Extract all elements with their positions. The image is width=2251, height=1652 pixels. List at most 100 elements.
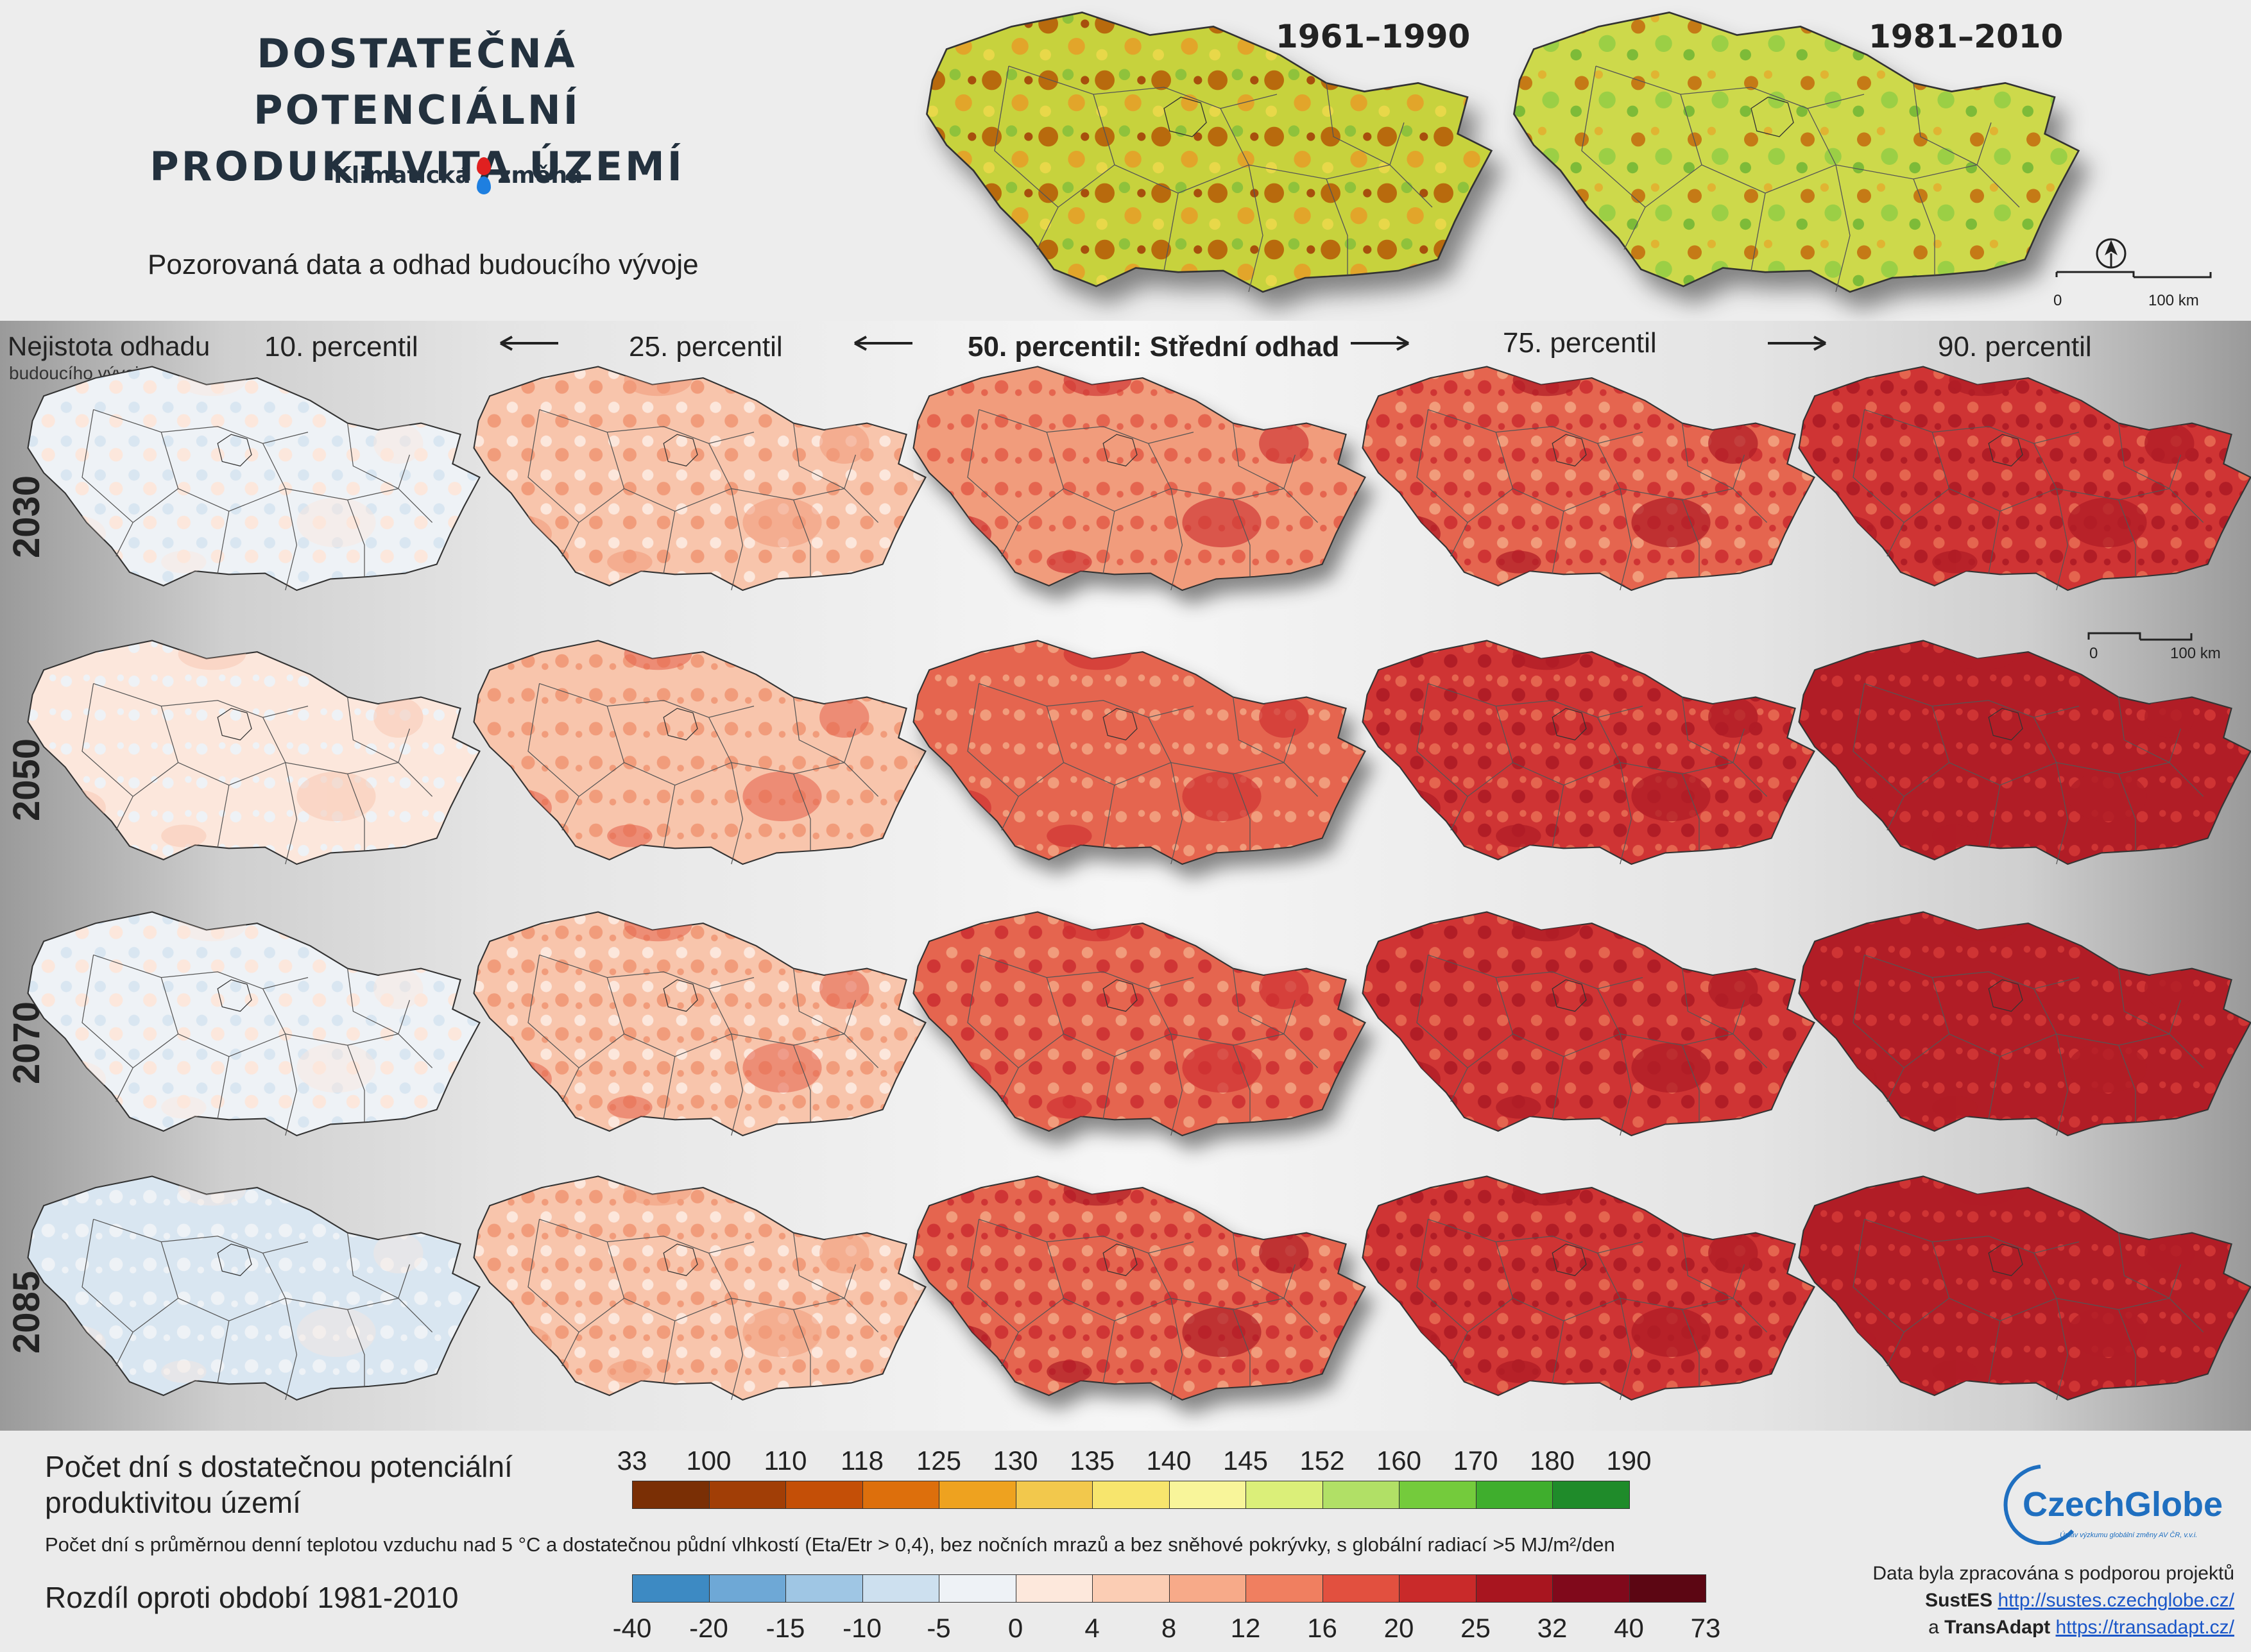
legend-absolute-tick: 145 xyxy=(1222,1445,1269,1476)
credits-and: a xyxy=(1928,1617,1939,1638)
legend-diff-tick: 32 xyxy=(1537,1613,1568,1643)
legend-absolute-swatch xyxy=(1399,1481,1476,1509)
legend-absolute-tick: 100 xyxy=(686,1445,732,1476)
czechglobe-logo: CzechGlobe Ústav výzkumu globální změny … xyxy=(1996,1455,2239,1548)
legend-absolute-tick: 135 xyxy=(1069,1445,1115,1476)
projection-map-2050-5 xyxy=(1798,640,2251,865)
arrow-left-icon xyxy=(500,336,558,351)
legend-absolute-swatch xyxy=(1552,1481,1630,1509)
method-note: Počet dní s průměrnou denní teplotou vzd… xyxy=(45,1533,1615,1556)
legend-absolute-tick: 190 xyxy=(1606,1445,1652,1476)
projection-map-2030-1 xyxy=(27,366,481,592)
legend-absolute-swatch xyxy=(1092,1481,1170,1509)
projection-map-2070-5 xyxy=(1798,911,2251,1137)
legend-diff-swatch xyxy=(1552,1574,1630,1603)
logo-tagline: Ústav výzkumu globální změny AV ČR, v.v.… xyxy=(2060,1531,2197,1539)
scale-100km-small: 100 km xyxy=(2170,645,2221,662)
legend-area xyxy=(0,1431,2251,1652)
legend-diff-swatch xyxy=(785,1574,863,1603)
legend-diff-tick: 4 xyxy=(1084,1613,1100,1643)
legend-diff-tick: 40 xyxy=(1614,1613,1644,1643)
arrow-left-icon xyxy=(854,336,912,351)
legend-absolute-swatch xyxy=(1322,1481,1399,1509)
col-header-p50: 50. percentil: Střední odhad xyxy=(968,331,1340,362)
link-transadapt[interactable]: https://transadapt.cz/ xyxy=(2055,1617,2234,1638)
map-observed-1961-1990 xyxy=(926,12,1493,293)
legend-absolute-tick: 130 xyxy=(993,1445,1038,1476)
projection-map-2030-5 xyxy=(1798,366,2251,592)
projection-map-2030-2 xyxy=(473,366,927,592)
main-title: DOSTATEČNÁ POTENCIÁLNÍ PRODUKTIVITA ÚZEM… xyxy=(150,30,685,190)
legend-absolute-swatch xyxy=(1245,1481,1323,1509)
north-arrow-scale xyxy=(2055,238,2212,278)
col-header-p90: 90. percentil xyxy=(1938,331,2092,362)
legend-diff-swatch xyxy=(632,1574,710,1603)
projection-map-2085-4 xyxy=(1362,1175,1815,1401)
scale-zero-small: 0 xyxy=(2089,645,2098,662)
period-label-1: 1961–1990 xyxy=(1276,18,1471,55)
legend-absolute-tick: 110 xyxy=(764,1445,807,1476)
link-sustes[interactable]: http://sustes.czechglobe.cz/ xyxy=(1998,1590,2234,1611)
legend-diff-swatch xyxy=(1245,1574,1323,1603)
legend-absolute-tick: 152 xyxy=(1299,1445,1345,1476)
legend-diff-tick: 20 xyxy=(1383,1613,1414,1643)
legend-absolute-tick: 118 xyxy=(841,1445,884,1476)
legend-absolute-swatch xyxy=(939,1481,1016,1509)
legend-diff-title: Rozdíl oproti období 1981-2010 xyxy=(45,1581,459,1614)
legend-diff-swatch xyxy=(939,1574,1016,1603)
projection-map-2070-4 xyxy=(1362,911,1815,1137)
projection-map-2030-3 xyxy=(912,366,1366,592)
drops-icon xyxy=(475,157,494,196)
scale-100km: 100 km xyxy=(2148,292,2199,309)
projection-map-2050-3 xyxy=(912,640,1366,865)
legend-diff-tick: 73 xyxy=(1690,1613,1721,1643)
projection-map-2085-2 xyxy=(473,1175,927,1401)
col-header-p10: 10. percentil xyxy=(264,331,418,362)
project-transadapt: TransAdapt xyxy=(1944,1617,2051,1638)
projection-map-2070-3 xyxy=(912,911,1366,1137)
projection-map-2070-2 xyxy=(473,911,927,1137)
legend-absolute-swatch xyxy=(1015,1481,1093,1509)
legend-absolute-tick: 125 xyxy=(916,1445,962,1476)
projection-map-2050-1 xyxy=(27,640,481,865)
brand-left: Klimatická xyxy=(334,162,471,189)
col-header-p25: 25. percentil xyxy=(629,331,783,362)
legend-absolute-tick: 140 xyxy=(1146,1445,1192,1476)
brand-klimaticka-zmena: Klimatická změna xyxy=(334,157,583,196)
col-header-p75: 75. percentil xyxy=(1503,327,1657,359)
legend-absolute-tick: 160 xyxy=(1376,1445,1422,1476)
legend-diff-swatch xyxy=(1092,1574,1170,1603)
projection-map-2085-3 xyxy=(912,1175,1366,1401)
legend-diff-tick: -5 xyxy=(927,1613,951,1643)
brand-right: změna xyxy=(497,162,583,189)
legend-absolute-title: Počet dní s dostatečnou potenciální prod… xyxy=(45,1450,513,1519)
legend-diff-swatch xyxy=(1168,1574,1246,1603)
legend-absolute-tick: 33 xyxy=(617,1445,647,1476)
legend-diff-swatch xyxy=(1399,1574,1476,1603)
legend-diff-tick: 0 xyxy=(1007,1613,1023,1643)
legend-absolute-tick: 180 xyxy=(1529,1445,1575,1476)
projection-map-2085-1 xyxy=(27,1175,481,1401)
legend-absolute-swatch xyxy=(1475,1481,1553,1509)
legend-diff-swatch xyxy=(1015,1574,1093,1603)
project-sustes: SustES xyxy=(1925,1590,1993,1611)
legend-absolute-swatch xyxy=(785,1481,863,1509)
credits: Data byla zpracována s podporou projektů… xyxy=(1872,1560,2234,1641)
legend-diff-tick: 16 xyxy=(1307,1613,1337,1643)
arrow-right-icon xyxy=(1351,336,1409,351)
legend-diff-tick: 12 xyxy=(1230,1613,1261,1643)
arrow-right-icon xyxy=(1768,336,1826,351)
legend-diff-swatch xyxy=(1475,1574,1553,1603)
legend-diff-swatch xyxy=(862,1574,939,1603)
legend-diff-tick: -15 xyxy=(766,1613,805,1643)
subtitle: Pozorovaná data a odhad budoucího vývoje xyxy=(148,249,699,280)
projection-map-2070-1 xyxy=(27,911,481,1137)
projection-map-2050-4 xyxy=(1362,640,1815,865)
uncertainty-label: Nejistota odhadu xyxy=(8,331,210,361)
legend-diff-swatch xyxy=(1629,1574,1706,1603)
legend-diff-tick: -40 xyxy=(612,1613,652,1643)
projection-map-2050-2 xyxy=(473,640,927,865)
projection-map-2030-4 xyxy=(1362,366,1815,592)
legend-absolute-swatch xyxy=(632,1481,710,1509)
legend-absolute-swatch xyxy=(1168,1481,1246,1509)
